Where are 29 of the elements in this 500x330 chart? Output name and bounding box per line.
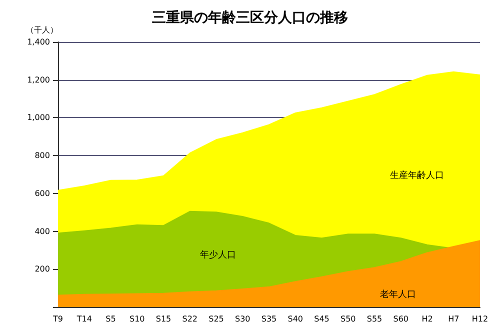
y-tick-label: 200 <box>34 264 50 274</box>
x-tick-label: S60 <box>393 314 409 324</box>
chart-title: 三重県の年齢三区分人口の推移 <box>152 10 348 26</box>
x-tick-label: S5 <box>106 314 116 324</box>
y-tick-label: 1,000 <box>27 113 50 122</box>
x-tick-label: S40 <box>288 314 304 324</box>
x-tick-label: T9 <box>52 314 63 324</box>
x-tick-label: H12 <box>472 314 488 324</box>
series-label: 年少人口 <box>200 249 236 260</box>
x-tick-label: S45 <box>314 314 330 324</box>
y-axis-title: （千人） <box>26 26 58 34</box>
x-tick-label: H2 <box>422 314 433 324</box>
y-tick-label: 1,400 <box>27 38 50 46</box>
x-tick-label: S30 <box>234 314 250 324</box>
x-tick-label: S50 <box>340 314 356 324</box>
y-tick-label: 600 <box>34 188 50 198</box>
x-tick-label: H7 <box>448 314 460 324</box>
series-label: 生産年齢人口 <box>390 170 444 182</box>
y-tick-label: 400 <box>34 226 50 236</box>
y-tick-label: 1,200 <box>27 75 50 84</box>
x-tick-label: S22 <box>182 314 198 324</box>
x-tick-label: S25 <box>208 314 224 324</box>
x-tick-label: S15 <box>156 314 172 324</box>
x-tick-label: S55 <box>366 314 382 324</box>
y-tick-label: 800 <box>34 151 50 160</box>
x-tick-label: T14 <box>76 314 92 324</box>
series-label: 老年人口 <box>380 288 416 300</box>
x-tick-label: S10 <box>129 314 145 324</box>
x-tick-label: S35 <box>261 314 277 324</box>
